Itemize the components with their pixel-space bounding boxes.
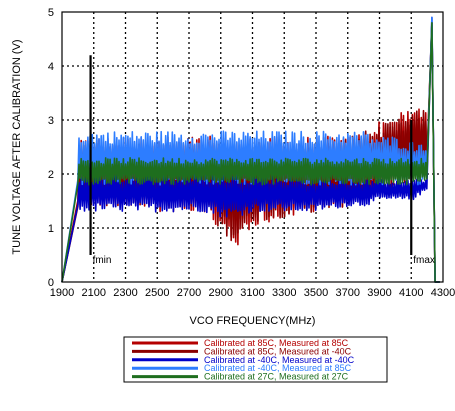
x-tick-label: 2900 <box>209 287 233 299</box>
y-tick-label: 4 <box>48 61 54 73</box>
x-tick-label: 2100 <box>82 287 106 299</box>
plot-frame <box>61 11 444 283</box>
x-tick-labels: 1900 2100 2300 2500 2700 2900 3100 3300 3500 3700… <box>50 287 455 299</box>
x-tick-label: 3300 <box>272 287 296 299</box>
legend-label: Calibrated at 85C, Measured at -40C <box>204 346 352 356</box>
x-tick-label: 4100 <box>399 287 423 299</box>
series-group <box>61 16 440 283</box>
y-tick-labels: 0 1 2 3 4 5 <box>48 7 54 289</box>
x-tick-label: 4300 <box>431 287 455 299</box>
y-tick-label: 1 <box>48 223 54 235</box>
y-tick-label: 0 <box>48 277 54 289</box>
marker-label: fmax <box>413 255 435 266</box>
x-axis-title: VCO FREQUENCY(MHz) <box>190 315 316 327</box>
x-tick-label: 1900 <box>50 287 74 299</box>
x-tick-label: 2700 <box>177 287 201 299</box>
series-line <box>61 16 440 283</box>
legend: Calibrated at 85C, Measured at 85CCalibr… <box>123 336 388 383</box>
x-tick-label: 2500 <box>145 287 169 299</box>
y-axis-title: TUNE VOLTAGE AFTER CALIBRATION (V) <box>11 39 23 254</box>
y-tick-label: 5 <box>48 7 54 19</box>
series-line <box>61 22 440 283</box>
legend-label: Calibrated at -40C, Measured at 85C <box>204 363 352 373</box>
x-tick-label: 3700 <box>336 287 360 299</box>
y-tick-label: 3 <box>48 115 54 127</box>
annotations: fmin fmax <box>89 55 435 266</box>
legend-label: Calibrated at 85C, Measured at 85C <box>204 338 349 348</box>
y-tick-label: 2 <box>48 169 54 181</box>
x-tick-label: 2300 <box>113 287 137 299</box>
legend-label: Calibrated at -40C, Measured at -40C <box>204 355 355 365</box>
marker-label: fmin <box>93 255 112 266</box>
x-tick-label: 3900 <box>367 287 391 299</box>
legend-label: Calibrated at 27C, Measured at 27C <box>204 372 349 382</box>
x-tick-label: 3100 <box>240 287 264 299</box>
x-tick-label: 3500 <box>304 287 328 299</box>
